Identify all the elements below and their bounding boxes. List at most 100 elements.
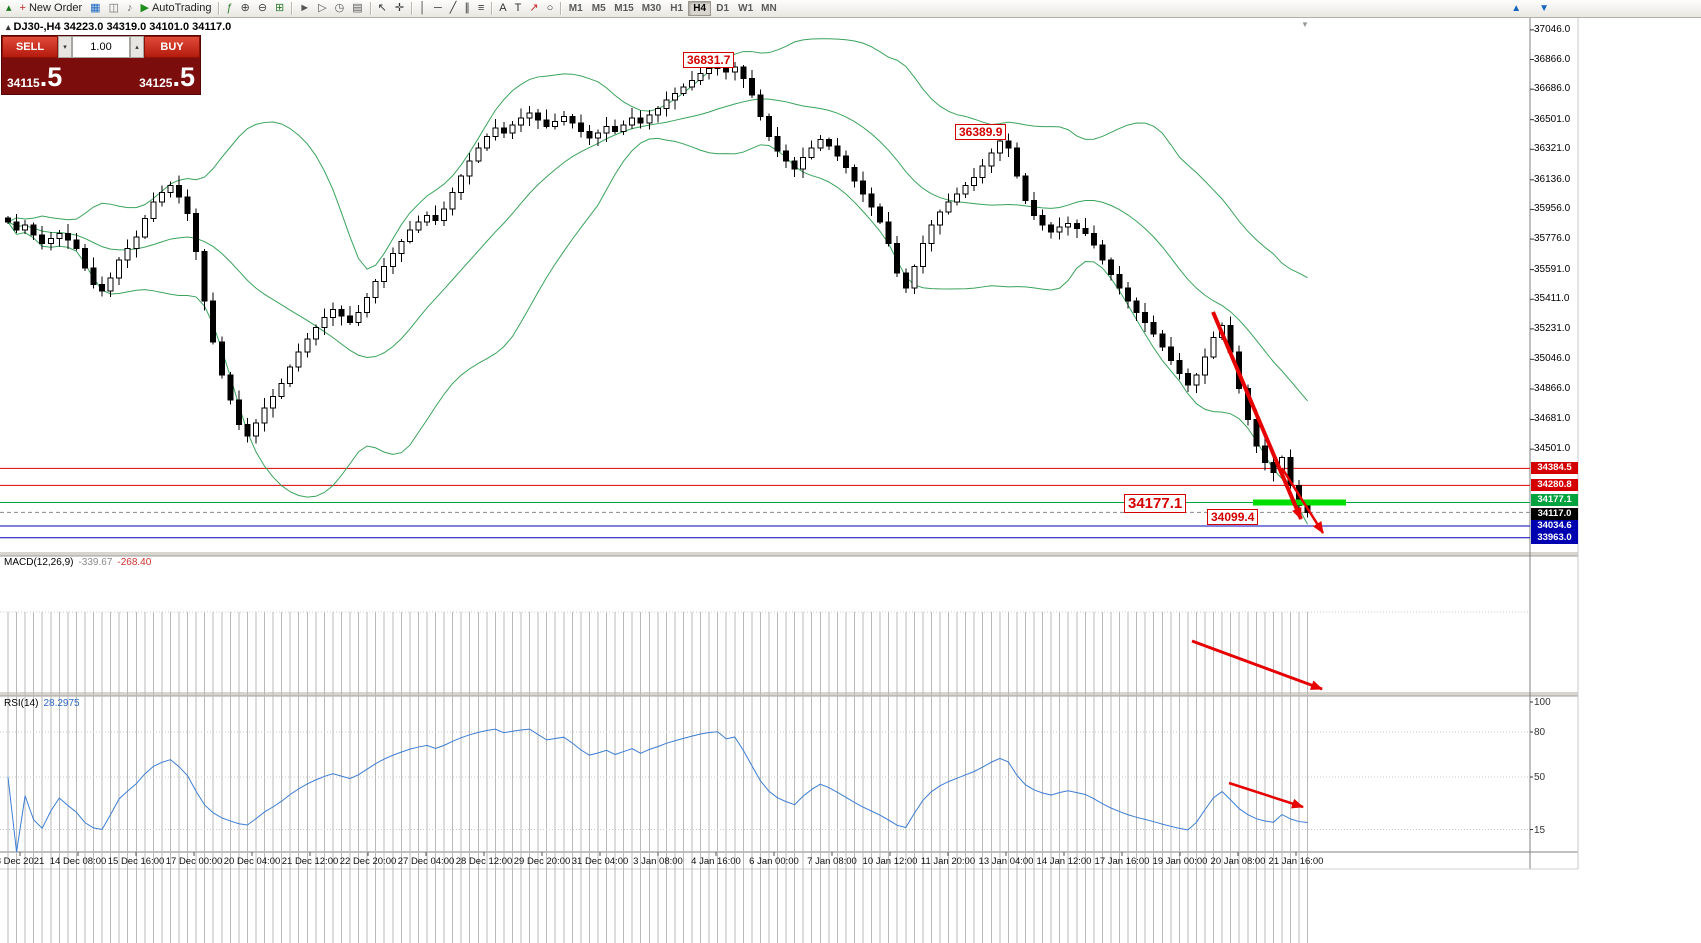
alerts-icon[interactable]: ♪ xyxy=(123,1,137,17)
time-axis-label: 10 Jan 12:00 xyxy=(862,856,918,867)
timeframe-mn-button[interactable]: MN xyxy=(757,1,781,16)
arrow-tool-icon[interactable]: ↗ xyxy=(525,1,542,17)
time-axis-label: 28 Dec 12:00 xyxy=(455,856,513,867)
price-axis-tick: 34866.0 xyxy=(1534,383,1571,394)
buy-price: 34125.5 xyxy=(139,64,195,91)
rsi-axis-label: 100 xyxy=(1534,697,1551,708)
symbol-ohlc-text: DJ30-,H4 34223.0 34319.0 34101.0 34117.0 xyxy=(13,21,232,33)
highlight-zone[interactable] xyxy=(1253,499,1346,506)
rsi-indicator-label: RSI(14) 28.2975 xyxy=(4,698,80,709)
autotrading-button-label: AutoTrading xyxy=(151,2,212,14)
price-axis-tick: 35411.0 xyxy=(1534,293,1570,305)
price-callout-label[interactable]: 34177.1 xyxy=(1124,494,1187,513)
autotrading-icon: ▶ xyxy=(140,2,149,14)
crosshair-icon[interactable]: ✛ xyxy=(391,1,408,17)
buy-price-main: 34125 xyxy=(139,76,173,90)
chart-icon[interactable]: ▴ xyxy=(2,1,16,17)
tile-windows-icon[interactable]: ⊞ xyxy=(271,1,288,17)
price-axis-tick: 36501.0 xyxy=(1534,113,1571,125)
price-callout-label[interactable]: 34099.4 xyxy=(1207,509,1259,525)
price-axis-tick: 36136.0 xyxy=(1534,173,1571,185)
indicators-icon: ƒ xyxy=(226,2,233,14)
candlestick-series xyxy=(5,56,1311,518)
cursor-icon: ↖ xyxy=(377,2,387,14)
sell-button[interactable]: SELL xyxy=(2,36,58,58)
timeframe-h4-button[interactable]: H4 xyxy=(688,1,712,16)
cursor-icon[interactable]: ↖ xyxy=(374,1,391,17)
buy-price-fraction: .5 xyxy=(172,62,195,92)
toolbar-up-icon[interactable]: ▲ xyxy=(1507,1,1525,17)
profiles-icon[interactable]: ◫ xyxy=(105,1,123,17)
toolbar-down-icon[interactable]: ▼ xyxy=(1535,1,1553,17)
volume-decrease-button[interactable]: ▾ xyxy=(58,36,72,58)
zoom-out-icon: ⊖ xyxy=(257,2,268,14)
price-callout-label[interactable]: 36389.9 xyxy=(955,124,1007,140)
price-level-label: 34177.1 xyxy=(1531,494,1578,507)
toolbar-down-icon: ▼ xyxy=(1539,3,1549,14)
charts-icon[interactable]: ▦ xyxy=(86,1,104,17)
time-axis-label: 22 Dec 20:00 xyxy=(339,856,397,867)
fibonacci-icon[interactable]: ≡ xyxy=(474,1,488,17)
buy-button[interactable]: BUY xyxy=(144,36,200,58)
rsi-value: 28.2975 xyxy=(43,698,80,709)
time-axis-label: 11 Jan 20:00 xyxy=(920,856,976,867)
price-level-label: 34034.6 xyxy=(1531,519,1578,532)
rsi-axis-label: 50 xyxy=(1534,772,1546,783)
timeframe-d1-button[interactable]: D1 xyxy=(711,1,734,16)
autoscroll-icon[interactable]: ► xyxy=(295,1,314,17)
charts-icon: ▦ xyxy=(90,2,101,14)
channel-icon[interactable]: ∥ xyxy=(460,1,474,17)
timeframe-w1-button[interactable]: W1 xyxy=(734,1,757,16)
templates-icon[interactable]: ▤ xyxy=(348,1,366,17)
autotrading-button[interactable]: ▶ AutoTrading xyxy=(136,1,215,17)
period-icon[interactable]: ◷ xyxy=(331,1,349,17)
symbol-marker-icon: ▴ xyxy=(6,22,11,32)
tile-windows-icon: ⊞ xyxy=(275,2,285,14)
new-order-button-label: New Order xyxy=(28,2,83,14)
vertical-line-icon[interactable]: │ xyxy=(415,1,430,17)
time-axis-label: 21 Dec 12:00 xyxy=(281,856,339,867)
new-order-icon: + xyxy=(19,2,26,14)
toolbar-separator xyxy=(491,2,493,15)
time-axis-label: 8 Dec 2021 xyxy=(0,856,45,867)
trade-panel-prices: 34115.5 34125.5 xyxy=(2,58,200,94)
zoom-in-icon[interactable]: ⊕ xyxy=(237,1,254,17)
price-axis-tick: 35231.0 xyxy=(1534,322,1571,334)
timeframe-m5-button[interactable]: M5 xyxy=(587,1,610,16)
time-axis-label: 3 Jan 08:00 xyxy=(633,856,683,867)
timeframe-m1-button[interactable]: M1 xyxy=(564,1,587,16)
trade-panel-controls: SELL ▾ ▴ BUY xyxy=(2,36,200,58)
shapes-icon[interactable]: ○ xyxy=(543,1,558,17)
timeframe-h1-button[interactable]: H1 xyxy=(665,1,688,16)
profiles-icon: ◫ xyxy=(108,2,119,14)
chart-shift-icon[interactable]: ▷ xyxy=(314,1,330,17)
timeframe-m15-button[interactable]: M15 xyxy=(610,1,637,16)
new-order-button[interactable]: + New Order xyxy=(16,1,87,17)
time-axis-label: 15 Dec 16:00 xyxy=(107,856,165,867)
zoom-out-icon[interactable]: ⊖ xyxy=(254,1,271,17)
text-icon: A xyxy=(499,2,507,14)
time-axis-label: 27 Dec 04:00 xyxy=(397,856,455,867)
label-icon: T xyxy=(514,2,522,14)
indicators-icon[interactable]: ƒ xyxy=(222,1,236,17)
time-axis-label: 29 Dec 20:00 xyxy=(513,856,571,867)
price-callout-label[interactable]: 36831.7 xyxy=(683,52,735,68)
channel-icon: ∥ xyxy=(464,2,470,14)
templates-icon: ▤ xyxy=(352,2,363,14)
period-icon: ◷ xyxy=(334,2,345,14)
sell-price: 34115.5 xyxy=(7,64,62,91)
symbol-ohlc-info: ▴ DJ30-,H4 34223.0 34319.0 34101.0 34117.… xyxy=(6,21,231,33)
toolbar-separator xyxy=(291,2,293,15)
volume-increase-button[interactable]: ▴ xyxy=(130,36,144,58)
trendline-icon[interactable]: ╱ xyxy=(446,1,461,17)
toolbar-separator xyxy=(218,2,220,15)
label-icon[interactable]: T xyxy=(511,1,526,17)
time-axis-label: 13 Jan 04:00 xyxy=(978,856,1034,867)
trend-arrows[interactable] xyxy=(1191,311,1325,809)
horizontal-line-icon[interactable]: ─ xyxy=(430,1,446,17)
timeframe-m30-button[interactable]: M30 xyxy=(638,1,665,16)
volume-input[interactable] xyxy=(72,36,130,58)
toolbar-buttons: ▴ + New Order ▦ ◫ ♪ ▶ AutoTrading ƒ ⊕ ⊖ ⊞ ► ▷ ◷ ▤ ↖ ✛ │ ─ ╱ ∥… xyxy=(2,0,564,18)
text-icon[interactable]: A xyxy=(495,1,510,17)
